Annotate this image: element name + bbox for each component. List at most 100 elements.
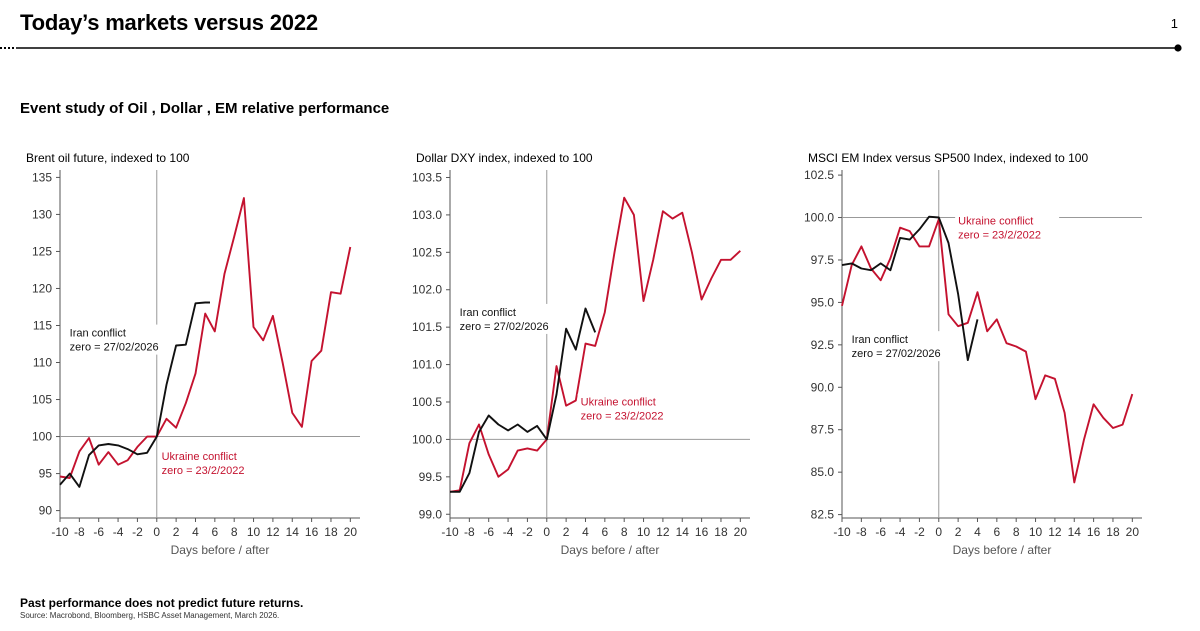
series-label-iran-conflict: zero = 27/02/2026 (70, 342, 159, 354)
x-tick-label: 12 (266, 525, 280, 539)
series-label-iran-conflict: zero = 27/02/2026 (852, 348, 941, 360)
page-number: 1 (1170, 16, 1178, 31)
series-label-ukraine-conflict: Ukraine conflict (162, 451, 237, 463)
series-label-backdrop (577, 393, 682, 424)
header-rule-dot (1174, 44, 1182, 52)
chart-title: Dollar DXY index, indexed to 100 (416, 151, 593, 165)
y-tick-label: 100.0 (412, 432, 442, 446)
x-tick-label: 12 (1048, 525, 1062, 539)
x-axis-label: Days before / after (171, 543, 270, 557)
y-tick-label: 102.5 (804, 168, 834, 182)
x-tick-label: 2 (563, 525, 570, 539)
y-tick-label: 103.5 (412, 170, 442, 184)
disclaimer: Past performance does not predict future… (20, 596, 304, 610)
x-tick-label: 20 (344, 525, 358, 539)
x-tick-label: 6 (211, 525, 218, 539)
x-tick-label: 6 (993, 525, 1000, 539)
y-tick-label: 90.0 (811, 380, 835, 394)
x-tick-label: -10 (441, 525, 459, 539)
y-tick-label: 120 (32, 281, 52, 295)
x-tick-label: 14 (676, 525, 690, 539)
series-label-iran-conflict: Iran conflict (852, 334, 908, 346)
series-label-backdrop (158, 448, 263, 479)
x-tick-label: 0 (153, 525, 160, 539)
y-tick-label: 97.5 (811, 253, 835, 267)
y-tick-label: 99.5 (419, 470, 443, 484)
x-tick-label: 10 (1029, 525, 1043, 539)
y-tick-label: 95 (39, 467, 53, 481)
y-tick-label: 125 (32, 244, 52, 258)
series-label-ukraine-conflict: zero = 23/2/2022 (581, 411, 664, 423)
x-tick-label: 16 (695, 525, 709, 539)
y-tick-label: 82.5 (811, 508, 835, 522)
y-tick-label: 100.5 (412, 395, 442, 409)
x-tick-label: 4 (974, 525, 981, 539)
x-tick-label: 8 (1013, 525, 1020, 539)
series-label-ukraine-conflict: Ukraine conflict (958, 215, 1033, 227)
x-tick-label: 20 (1126, 525, 1140, 539)
x-axis-label: Days before / after (561, 543, 660, 557)
chart-brent-oil: Brent oil future, indexed to 10090951001… (26, 151, 360, 557)
x-tick-label: -6 (875, 525, 886, 539)
series-line-iran-conflict (841, 215, 979, 362)
series-label-ukraine-conflict: Ukraine conflict (581, 397, 656, 409)
series-label-iran-conflict: Iran conflict (70, 328, 126, 340)
y-tick-label: 135 (32, 170, 52, 184)
x-tick-label: 8 (231, 525, 238, 539)
chart-msci-em-vs-sp500: MSCI EM Index versus SP500 Index, indexe… (804, 151, 1142, 557)
y-tick-label: 115 (33, 318, 52, 332)
x-tick-label: 20 (734, 525, 748, 539)
x-tick-label: -2 (132, 525, 143, 539)
source-note: Source: Macrobond, Bloomberg, HSBC Asset… (20, 611, 280, 620)
x-tick-label: -8 (464, 525, 475, 539)
chart-title: Brent oil future, indexed to 100 (26, 151, 190, 165)
series-label-backdrop (456, 303, 561, 334)
y-tick-label: 102.5 (412, 245, 442, 259)
x-tick-label: 0 (935, 525, 942, 539)
y-tick-label: 101.5 (412, 320, 442, 334)
series-label-backdrop (66, 324, 171, 355)
y-tick-label: 100.0 (804, 211, 834, 225)
series-label-iran-conflict: zero = 27/02/2026 (460, 321, 549, 333)
series-line-iran-conflict (59, 301, 210, 488)
x-tick-label: 0 (543, 525, 550, 539)
series-label-ukraine-conflict: zero = 23/2/2022 (958, 229, 1041, 241)
header-rule (0, 44, 1182, 52)
x-tick-label: -6 (483, 525, 494, 539)
y-tick-label: 105 (32, 393, 52, 407)
x-tick-label: 14 (1068, 525, 1082, 539)
y-tick-label: 90 (39, 504, 53, 518)
x-tick-label: -8 (856, 525, 867, 539)
x-tick-label: -10 (833, 525, 851, 539)
y-tick-label: 102.0 (412, 283, 442, 297)
x-tick-label: 2 (955, 525, 962, 539)
x-tick-label: 2 (173, 525, 180, 539)
chart-dollar-dxy: Dollar DXY index, indexed to 100 99.0 99.5… (412, 151, 750, 557)
x-tick-label: 18 (1106, 525, 1120, 539)
series-label-backdrop (955, 212, 1060, 243)
x-tick-label: 12 (656, 525, 670, 539)
y-tick-label: 130 (32, 207, 52, 221)
x-tick-label: 18 (324, 525, 338, 539)
x-tick-label: 16 (1087, 525, 1101, 539)
x-tick-label: -4 (113, 525, 124, 539)
chart-title: MSCI EM Index versus SP500 Index, indexe… (808, 151, 1088, 165)
x-tick-label: -6 (93, 525, 104, 539)
x-tick-label: 4 (192, 525, 199, 539)
series-line-ukraine-conflict (59, 197, 352, 479)
x-tick-label: -4 (503, 525, 514, 539)
series-line-ukraine-conflict (841, 218, 1134, 484)
x-tick-label: -2 (522, 525, 533, 539)
x-tick-label: 10 (247, 525, 261, 539)
series-label-backdrop (848, 331, 953, 362)
x-tick-label: -4 (895, 525, 906, 539)
x-tick-label: 4 (582, 525, 589, 539)
series-label-ukraine-conflict: zero = 23/2/2022 (162, 465, 245, 477)
x-tick-label: 18 (714, 525, 728, 539)
y-tick-label: 92.5 (811, 338, 835, 352)
y-tick-label: 95.0 (811, 295, 835, 309)
y-tick-label: 100 (32, 430, 52, 444)
x-axis-label: Days before / after (953, 543, 1052, 557)
x-tick-label: 6 (601, 525, 608, 539)
series-label-iran-conflict: Iran conflict (460, 307, 516, 319)
